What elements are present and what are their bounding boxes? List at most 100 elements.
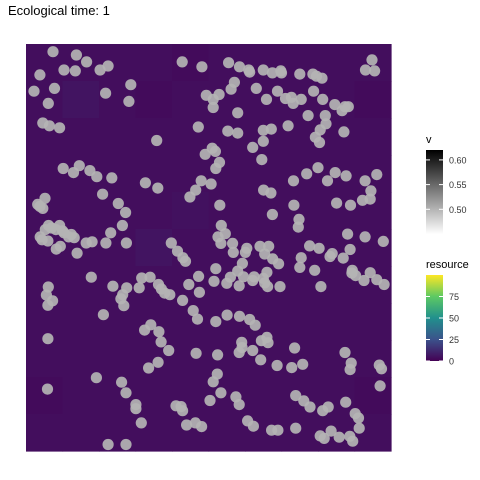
scatter-point [295, 252, 307, 264]
scatter-point [210, 316, 222, 328]
scatter-point [344, 243, 356, 256]
scatter-point [221, 277, 233, 289]
resource-tile [135, 44, 173, 82]
scatter-point [292, 221, 304, 233]
scatter-point [271, 85, 284, 97]
scatter-point [353, 422, 365, 434]
scatter-point [266, 208, 278, 221]
scatter-point [287, 97, 299, 109]
scatter-point [155, 336, 167, 348]
scatter-point [364, 267, 376, 279]
scatter-point [221, 309, 233, 321]
scatter-point [211, 368, 223, 380]
scatter-point [120, 206, 132, 219]
scatter-point [106, 172, 118, 184]
resource-tile [62, 266, 100, 304]
resource-tile [354, 303, 392, 341]
scatter-point [340, 170, 352, 182]
scatter-point [41, 383, 54, 395]
scatter-point [204, 394, 216, 407]
scatter-point [237, 271, 250, 283]
scatter-point [375, 363, 388, 375]
scatter-point [249, 319, 261, 331]
scatter-point [359, 231, 371, 243]
scatter-point [208, 275, 220, 287]
scatter-point [139, 177, 151, 189]
legend-tick-label: 0 [449, 357, 454, 367]
resource-tile [172, 81, 210, 119]
scatter-point [374, 380, 386, 392]
scatter-point [288, 199, 300, 211]
scatter-point [102, 60, 114, 72]
scatter-point [222, 125, 234, 137]
resource-tile [318, 303, 356, 341]
scatter-point [177, 294, 189, 306]
resource-tile [62, 303, 100, 341]
scatter-point [139, 324, 151, 336]
resource-tile [26, 377, 64, 415]
scatter-point [81, 56, 93, 68]
scatter-point [320, 118, 332, 130]
resource-tile [62, 340, 100, 378]
scatter-point [205, 178, 217, 190]
scatter-point [236, 336, 248, 348]
scatter-point [209, 145, 221, 157]
scatter-point [69, 65, 81, 77]
scatter-point [233, 61, 246, 73]
resource-tile [281, 303, 319, 341]
scatter-point [282, 120, 294, 132]
scatter-point [227, 237, 239, 249]
scatter-point [307, 68, 319, 80]
scatter-point [125, 79, 137, 91]
resource-tile [99, 155, 137, 193]
scatter-point [86, 236, 98, 248]
scatter-point [176, 56, 188, 68]
scatter-point [90, 372, 102, 384]
scatter-point [294, 68, 306, 80]
scatter-point [100, 237, 112, 249]
scatter-point [255, 354, 267, 366]
scatter-point [297, 358, 309, 370]
legend-v-colorbar [426, 150, 443, 234]
scatter-point [247, 344, 259, 357]
resource-tile [62, 118, 100, 156]
resource-tile [99, 340, 137, 378]
scatter-point [326, 248, 338, 260]
resource-tile [135, 377, 173, 415]
scatter-point [262, 281, 274, 293]
scatter-point [308, 85, 320, 97]
resource-tile [62, 192, 100, 230]
scatter-point [241, 242, 253, 254]
scatter-point [232, 107, 244, 119]
scatter-point [42, 235, 54, 247]
scatter-point [290, 390, 302, 402]
scatter-point [91, 171, 103, 183]
scatter-point [318, 432, 330, 444]
scatter-point [350, 270, 362, 282]
resource-tile [208, 192, 246, 230]
scatter-point [223, 57, 235, 69]
scatter-point [195, 175, 207, 187]
scatter-point [359, 175, 371, 187]
legend-tick-label: 0.50 [449, 205, 467, 215]
scatter-point [337, 252, 349, 264]
scatter-point [322, 401, 334, 413]
scatter-point [365, 185, 377, 197]
scatter-point [333, 431, 345, 443]
scatter-point [97, 188, 109, 200]
scatter-point [210, 263, 222, 275]
scatter-point [331, 197, 343, 209]
scatter-point [273, 258, 285, 270]
scatter-point [233, 399, 245, 411]
scatter-point [369, 65, 381, 77]
scatter-point [378, 278, 390, 291]
scatter-point [210, 162, 222, 175]
resource-tile [172, 155, 210, 193]
scatter-point [42, 333, 54, 345]
resource-tile [26, 340, 64, 378]
legend-tick-label: 75 [449, 292, 459, 302]
scatter-point [71, 247, 83, 259]
scatter-point [329, 167, 341, 179]
scatter-point [164, 289, 176, 301]
